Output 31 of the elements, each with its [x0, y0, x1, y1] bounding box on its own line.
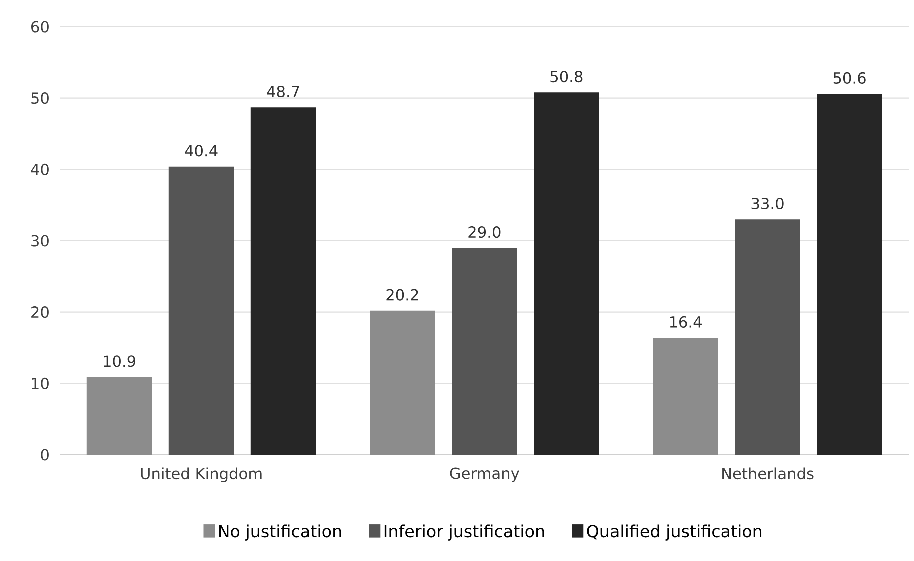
data-label: 48.7	[267, 86, 300, 98]
data-label: 50.6	[834, 72, 866, 84]
bar	[168, 166, 234, 455]
y-tick-label: 60	[32, 21, 49, 33]
legend-label: No justification	[219, 524, 342, 541]
x-tick-label: Netherlands	[722, 468, 814, 480]
y-tick-label: 50	[32, 92, 49, 104]
data-label: 10.9	[104, 356, 136, 368]
x-tick-label: United Kingdom	[141, 468, 262, 483]
y-tick-label: 20	[32, 306, 49, 318]
y-tick-label: 30	[32, 235, 49, 247]
data-label: 33.0	[752, 198, 784, 210]
bar	[86, 377, 152, 455]
data-label: 40.4	[185, 145, 218, 157]
legend-label: Inferior justification	[384, 524, 544, 541]
bar	[250, 108, 316, 455]
bar	[534, 92, 600, 455]
bar	[370, 310, 436, 455]
bar	[452, 248, 518, 455]
data-label: 20.2	[386, 289, 418, 301]
y-tick-label: 0	[41, 449, 49, 461]
legend-label: Qualified justification	[587, 524, 762, 541]
bar	[653, 338, 718, 455]
data-label: 50.8	[550, 70, 583, 83]
x-tick-label: Germany	[450, 468, 520, 482]
y-tick-label: 10	[32, 378, 49, 390]
y-tick-label: 40	[31, 164, 49, 176]
bar	[735, 220, 800, 455]
data-label: 29.0	[468, 226, 501, 238]
bar	[817, 94, 882, 455]
data-label: 16.4	[670, 316, 702, 328]
